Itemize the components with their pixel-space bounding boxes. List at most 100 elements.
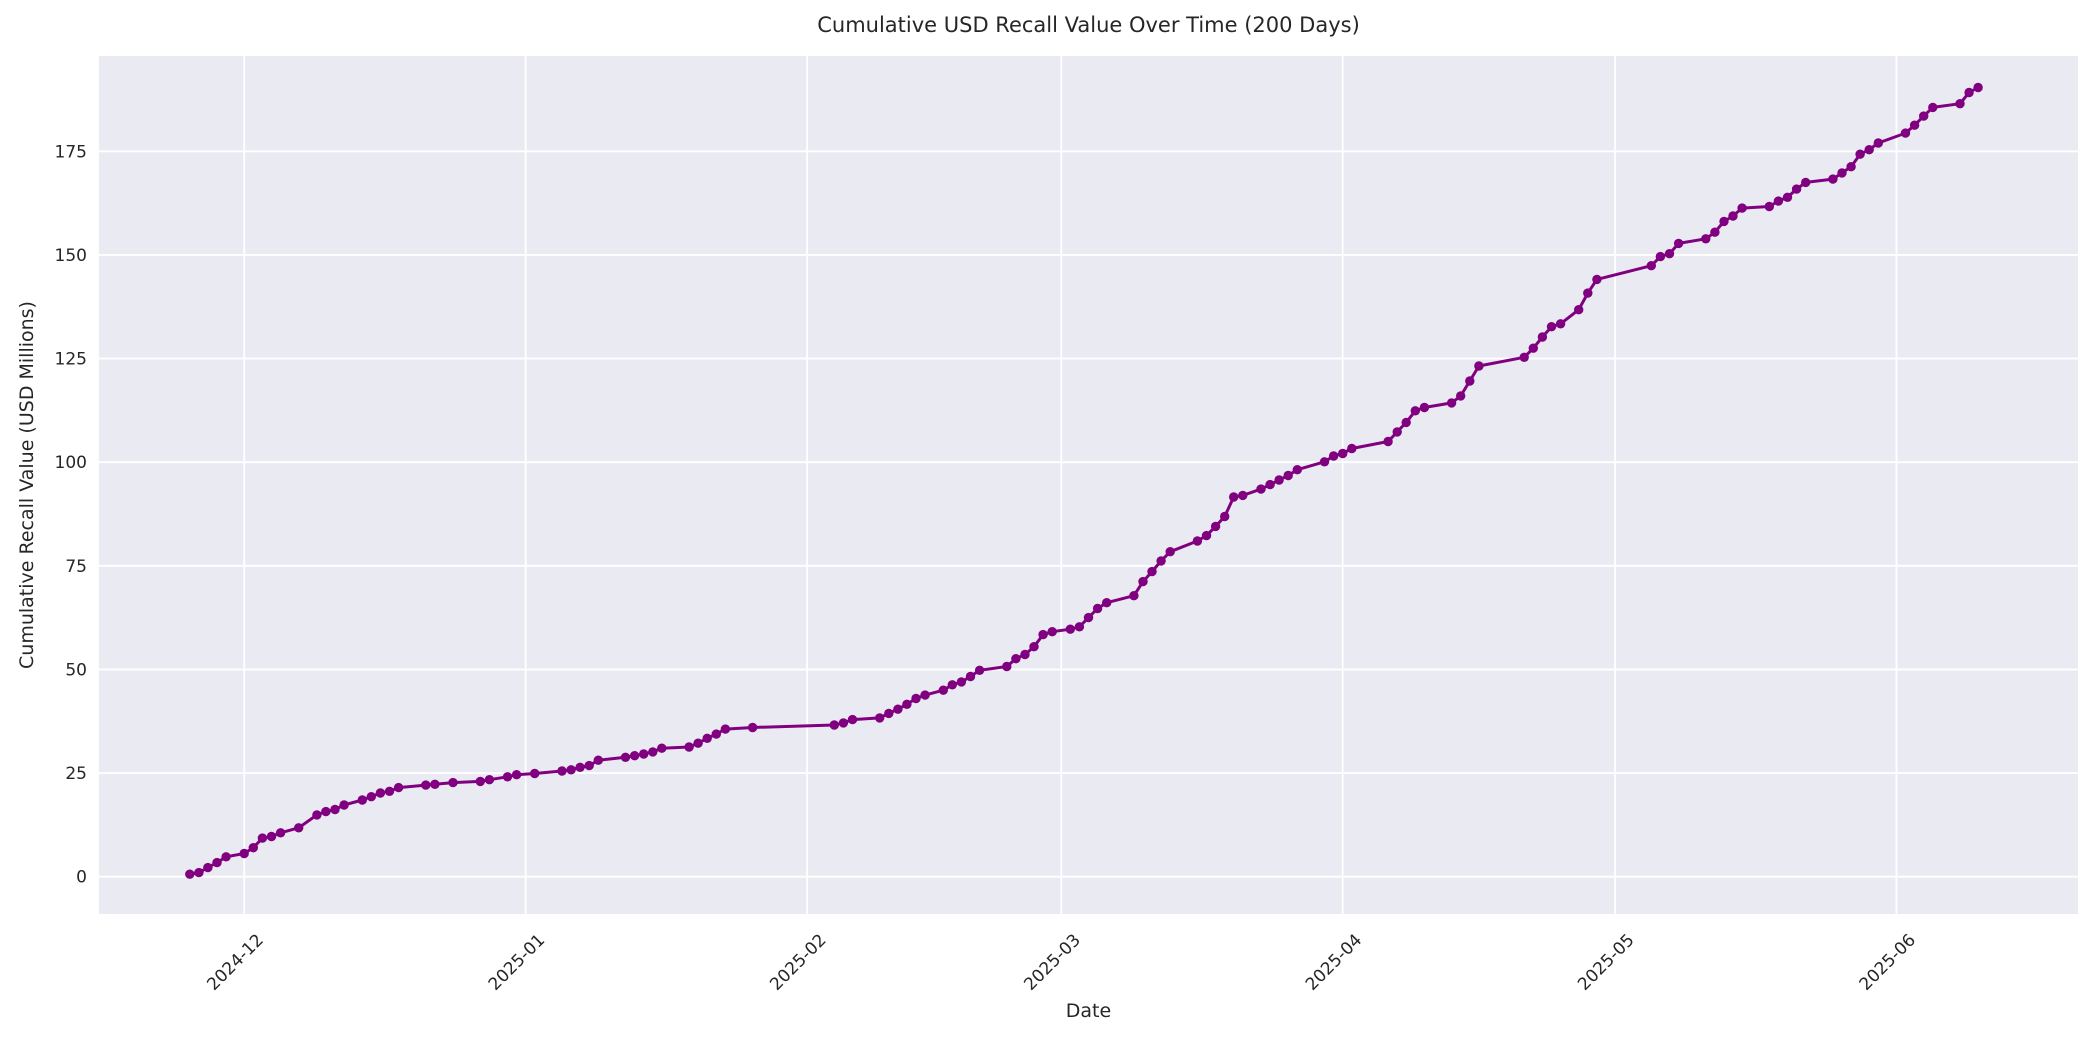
data-point [1238, 490, 1248, 501]
data-point [584, 760, 594, 771]
data-point [1719, 216, 1729, 227]
data-point [1900, 128, 1911, 138]
y-tick-label: 75 [65, 557, 87, 577]
data-point [1873, 138, 1884, 148]
data-point [947, 680, 957, 690]
data-point [956, 677, 967, 687]
data-point [266, 831, 277, 842]
y-tick-label: 50 [65, 660, 87, 680]
data-point [1909, 120, 1920, 130]
data-point [1646, 261, 1657, 271]
plot-area [99, 56, 2078, 914]
data-point [1029, 642, 1039, 652]
data-point [203, 862, 213, 873]
data-point [629, 751, 640, 761]
data-point [1782, 192, 1793, 202]
data-point [1256, 484, 1266, 494]
data-point [974, 665, 985, 675]
data-point [1664, 249, 1675, 259]
data-point [1773, 196, 1784, 206]
data-point [1102, 598, 1112, 608]
data-point [239, 848, 249, 859]
data-point [375, 788, 386, 798]
data-point [1002, 661, 1012, 672]
data-point [911, 693, 921, 704]
data-point [1328, 451, 1339, 461]
data-point [1319, 457, 1330, 467]
x-tick-label: 2025-06 [1856, 930, 1920, 994]
data-point [194, 867, 204, 878]
data-point [1555, 319, 1566, 329]
data-point [294, 823, 304, 833]
x-tick-label: 2025-04 [1302, 930, 1366, 994]
data-point [1728, 211, 1738, 221]
data-point [1401, 417, 1411, 428]
y-tick-label: 150 [55, 246, 87, 266]
data-point [875, 713, 885, 723]
data-point [884, 708, 894, 719]
data-point [511, 770, 522, 780]
data-point [693, 738, 703, 748]
data-point [829, 720, 839, 730]
data-point [1229, 492, 1239, 502]
y-tick-label: 25 [65, 764, 87, 784]
data-point [1528, 343, 1539, 353]
data-point [902, 699, 912, 709]
data-point [321, 806, 331, 817]
data-point [965, 671, 976, 682]
data-point [221, 852, 231, 862]
data-point [1764, 201, 1775, 212]
data-point [1129, 591, 1139, 601]
data-point [720, 724, 731, 734]
x-tick-label: 2024-12 [203, 930, 267, 994]
x-tick-label: 2025-02 [766, 930, 830, 994]
data-point [339, 800, 349, 810]
data-point [1065, 624, 1076, 634]
x-tick-label: 2025-03 [1020, 930, 1084, 994]
y-tick-label: 100 [55, 453, 87, 473]
data-point [838, 718, 849, 728]
data-point [475, 776, 485, 787]
data-point [1083, 612, 1094, 623]
data-point [1546, 322, 1557, 332]
data-point [384, 786, 395, 796]
data-point [1383, 436, 1393, 447]
y-tick-label: 0 [76, 868, 87, 888]
data-point [430, 779, 440, 789]
data-point [275, 828, 286, 838]
data-point [1274, 475, 1284, 485]
data-point [557, 766, 567, 776]
data-point [1655, 251, 1666, 262]
data-point [1801, 177, 1811, 188]
data-point [1519, 352, 1529, 362]
data-point [330, 804, 340, 815]
data-point [484, 775, 495, 785]
data-point [366, 792, 376, 802]
data-point [1583, 288, 1593, 298]
data-point [1283, 470, 1293, 481]
data-point [1047, 627, 1057, 637]
data-point [1855, 149, 1865, 159]
data-point [1338, 448, 1348, 459]
data-point [1673, 238, 1684, 249]
data-point [1092, 603, 1103, 614]
data-point [1737, 203, 1747, 213]
data-point [648, 747, 658, 757]
x-tick-label: 2025-05 [1574, 930, 1638, 994]
data-point [1710, 227, 1720, 237]
data-point [1964, 87, 1974, 98]
data-point [312, 810, 322, 820]
data-point [1147, 566, 1157, 577]
data-point [1592, 274, 1602, 285]
data-point [1465, 376, 1475, 386]
data-point [1292, 465, 1303, 475]
data-point [1928, 102, 1938, 113]
data-point [1410, 406, 1421, 416]
data-point [530, 768, 540, 779]
data-point [393, 782, 404, 793]
data-point [1828, 174, 1838, 184]
data-point [747, 722, 758, 733]
data-point [920, 690, 930, 700]
data-point [448, 777, 458, 788]
